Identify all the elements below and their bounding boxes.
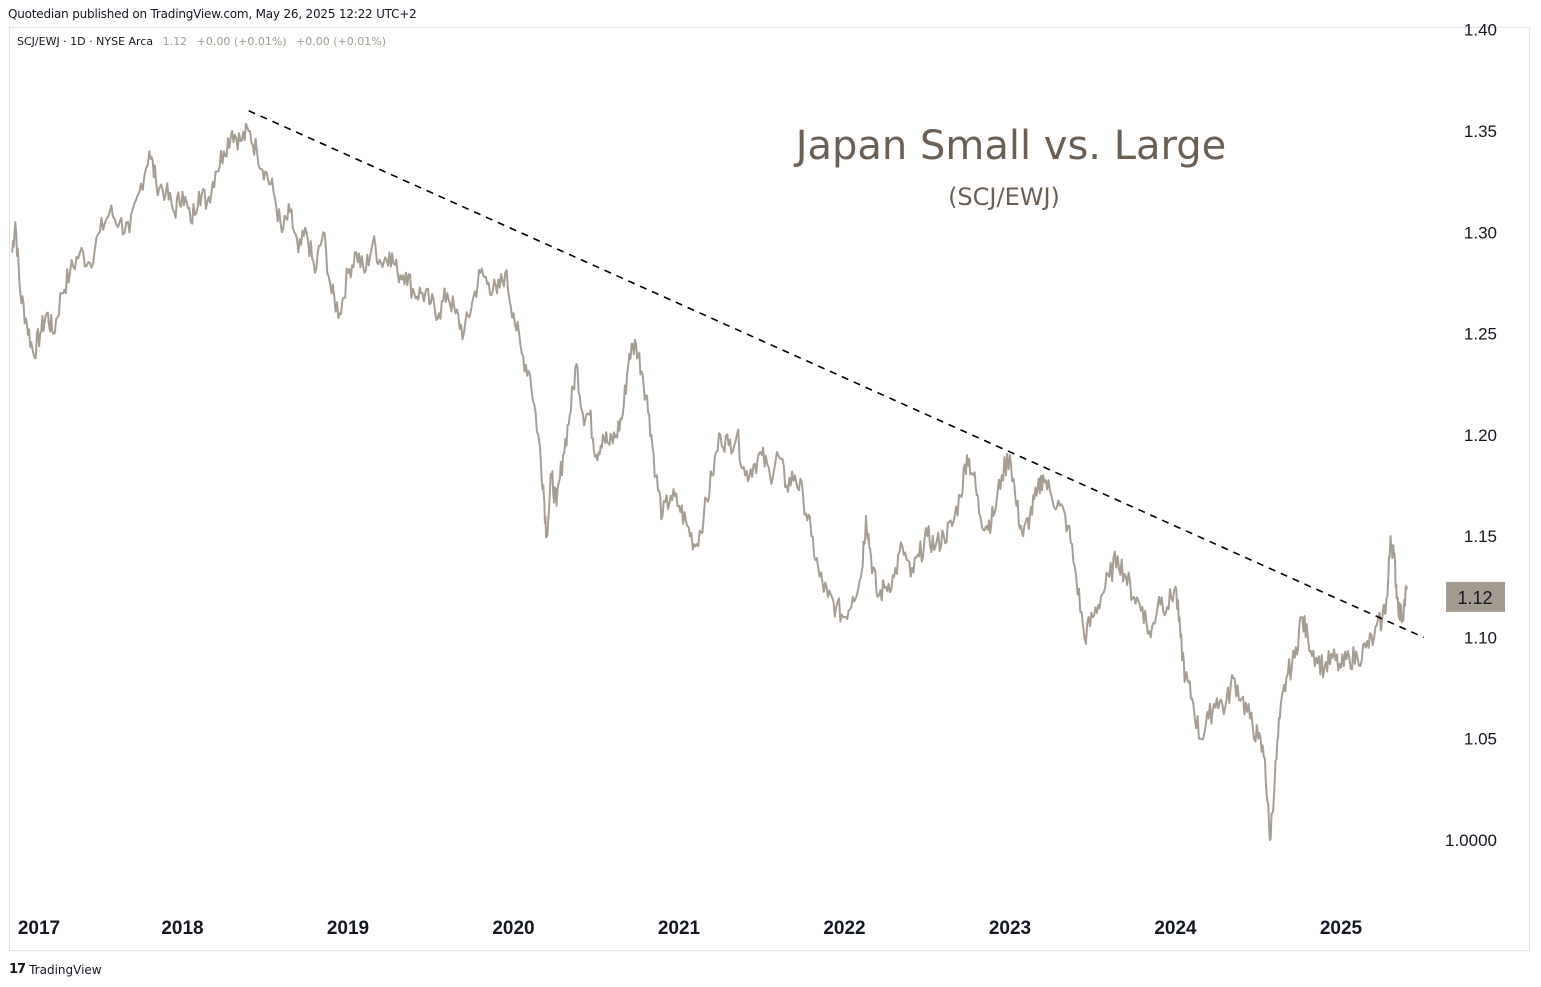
x-tick-label: 2024 [1154,918,1197,939]
y-tick-label: 1.20 [1464,426,1497,445]
y-tick-label: 1.05 [1464,730,1497,749]
y-tick-label: 1.15 [1464,527,1497,546]
footer-brand: TradingView [29,962,102,977]
x-tick-label: 2018 [161,918,203,939]
y-tick-label: 1.25 [1464,325,1497,344]
price-badge-layer: 1.12 [1446,581,1505,612]
y-tick-label: 1.10 [1464,628,1497,647]
x-axis[interactable]: 2017 2018 2019 2020 2021 2022 2023 2024 2025 [18,918,1363,939]
y-tick-label: 1.0000 [1445,831,1497,850]
price-badge-label: 1.12 [1457,588,1492,608]
tradingview-logo-icon: 17 [9,962,26,977]
published-caption: Quotedian published on TradingView.com, … [8,7,417,21]
x-tick-label: 2021 [658,918,701,939]
series-layer [11,122,1409,841]
x-tick-label: 2017 [18,918,60,939]
chart-subtitle: (SCJ/EWJ) [948,183,1060,211]
chart-title: Japan Small vs. Large [793,123,1227,169]
trendline[interactable] [248,110,1425,639]
legend-last: 1.12 [162,35,188,48]
x-tick-label: 2025 [1320,918,1363,939]
y-tick-label: 1.35 [1464,122,1497,141]
footer: 17 TradingView [9,962,102,977]
y-tick-label: 1.30 [1464,223,1497,242]
symbol-legend: SCJ/EWJ · 1D · NYSE Arca 1.12 +0.00 (+0.… [17,35,386,48]
legend-change-1: +0.00 (+0.01%) [196,35,287,48]
x-tick-label: 2019 [327,918,369,939]
series-line-0 [11,122,1409,841]
x-tick-label: 2023 [989,918,1031,939]
x-tick-label: 2022 [823,918,865,939]
y-tick-label: 1.40 [1464,21,1497,40]
chart-frame[interactable] [9,27,1530,951]
x-tick-label: 2020 [492,918,534,939]
trendline-layer [248,110,1425,639]
y-axis[interactable]: 1.40 1.35 1.30 1.25 1.20 1.15 1.10 1.05 1.0000 [1445,21,1497,850]
price-badge [1446,581,1505,612]
legend-symbol: SCJ/EWJ · 1D · NYSE Arca [17,35,154,48]
legend-change-2: +0.00 (+0.01%) [296,35,387,48]
